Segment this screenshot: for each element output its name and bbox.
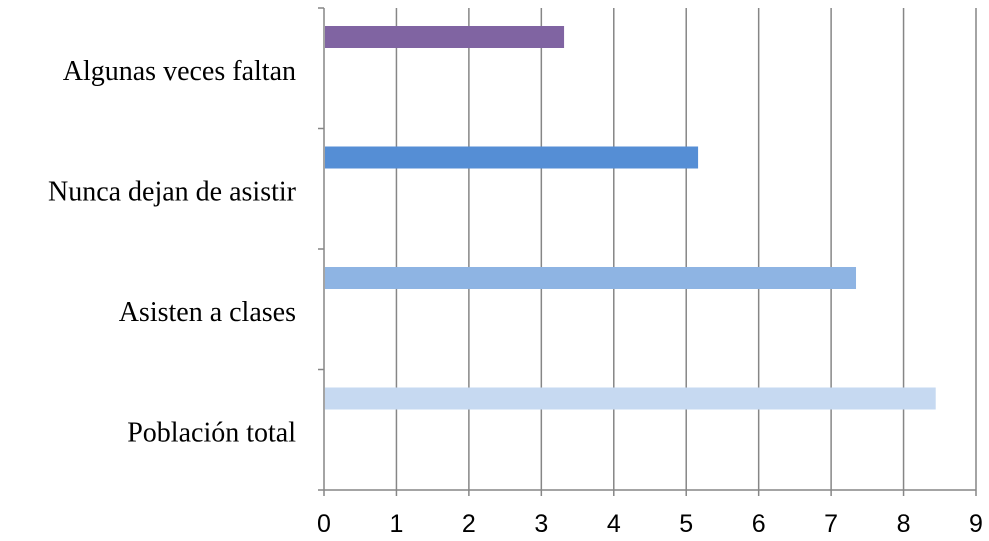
bars [325,26,936,410]
x-tick-label: 7 [824,510,838,538]
x-tick-label: 8 [897,510,911,538]
category-labels: Algunas veces faltan Nunca dejan de asist… [48,56,297,449]
x-tick-label: 4 [607,510,621,538]
x-tick-label: 9 [969,510,983,538]
x-tick-label: 2 [462,510,476,538]
x-tick-label: 0 [317,510,331,538]
x-tick-label: 1 [389,510,403,538]
gridlines [395,8,977,490]
category-label: Población total [127,418,296,449]
category-label: Asisten a clases [119,297,296,328]
bar-2 [325,146,699,169]
bar-4 [325,387,936,410]
bar-1 [325,26,565,48]
x-tick-label: 5 [679,510,693,538]
x-tick-label: 3 [534,510,548,538]
x-tick-labels: 0 1 2 3 4 5 6 7 8 9 [317,510,983,538]
axes [318,7,977,496]
bar-3 [325,267,857,289]
category-label: Nunca dejan de asistir [48,177,297,208]
x-tick-label: 6 [752,510,766,538]
category-label: Algunas veces faltan [63,56,296,87]
